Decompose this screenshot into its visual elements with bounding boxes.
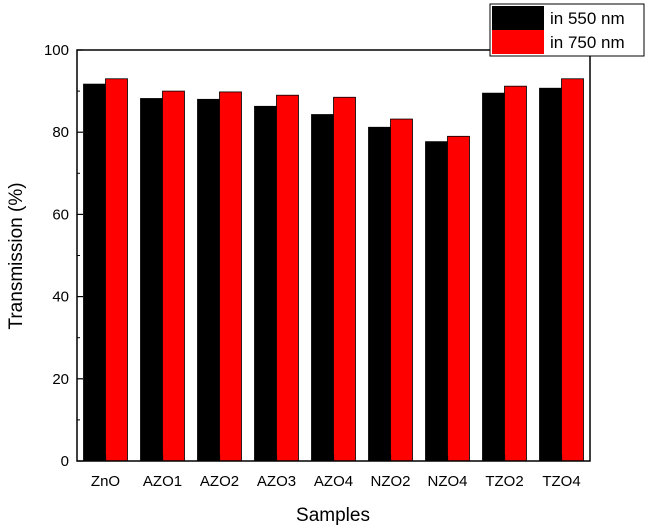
x-tick-label: AZO3 — [257, 473, 296, 490]
bar-azo1-750nm — [162, 90, 185, 462]
bar-zno-550nm — [83, 83, 106, 462]
bar-zno-750nm — [105, 78, 128, 462]
bars-group — [83, 78, 584, 462]
bar-azo3-750nm — [276, 94, 299, 462]
y-axis-ticks: 0 20 40 60 80 100 — [44, 42, 83, 470]
y-tick-label: 80 — [52, 124, 69, 141]
y-tick-label: 100 — [44, 42, 69, 59]
x-tick-label: TZO2 — [485, 473, 523, 490]
x-axis-title: Samples — [296, 505, 370, 526]
y-tick-label: 0 — [61, 453, 69, 470]
y-axis-title: Transmission (%) — [6, 182, 27, 329]
legend-swatch-550 — [492, 6, 544, 30]
legend-label-750: in 750 nm — [550, 33, 625, 52]
legend-swatch-750 — [492, 30, 544, 54]
x-tick-label: NZO4 — [427, 473, 467, 490]
x-tick-label: AZO2 — [200, 473, 239, 490]
legend: in 550 nm in 750 nm — [489, 3, 645, 57]
x-tick-label: AZO1 — [143, 473, 182, 490]
bar-azo4-750nm — [333, 96, 356, 462]
y-tick-label: 40 — [52, 289, 69, 306]
y-tick-label: 60 — [52, 206, 69, 223]
bar-nzo2-750nm — [390, 118, 413, 462]
bar-azo2-750nm — [219, 91, 242, 462]
bar-azo3-550nm — [254, 105, 277, 462]
y-tick-label: 20 — [52, 371, 69, 388]
x-axis-ticks: ZnO AZO1 AZO2 AZO3 AZO4 NZO2 NZO4 TZO2 TZO4 — [91, 455, 581, 490]
bar-azo1-550nm — [140, 98, 163, 462]
bar-nzo4-550nm — [425, 141, 448, 462]
x-tick-label: AZO4 — [314, 473, 353, 490]
bar-tzo2-550nm — [482, 92, 505, 462]
bar-tzo4-550nm — [539, 87, 562, 462]
bar-nzo2-550nm — [368, 126, 391, 462]
bar-azo4-550nm — [311, 114, 334, 462]
bar-tzo2-750nm — [504, 85, 527, 462]
bar-nzo4-750nm — [447, 135, 470, 462]
bar-tzo4-750nm — [561, 78, 584, 462]
legend-label-550: in 550 nm — [550, 9, 625, 28]
x-tick-label: TZO4 — [542, 473, 580, 490]
bar-azo2-550nm — [197, 98, 220, 462]
x-tick-label: ZnO — [91, 473, 120, 490]
x-tick-label: NZO2 — [370, 473, 410, 490]
